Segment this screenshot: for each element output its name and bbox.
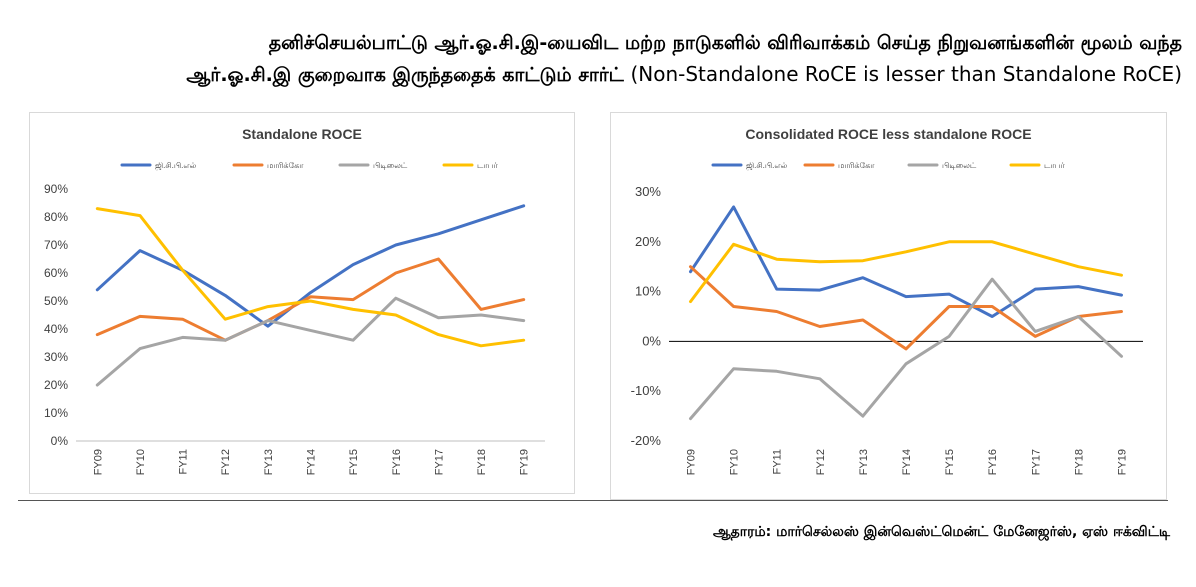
x-tick-label: FY13 — [263, 449, 275, 475]
chart-title: Consolidated ROCE less standalone ROCE — [745, 126, 1031, 142]
x-tick-label: FY17 — [433, 449, 445, 475]
title-line-1: தனிச்செயல்பாட்டு ஆர்.ஓ.சி.இ-யைவிட மற்ற ந… — [268, 32, 1182, 54]
x-tick-label: FY11 — [178, 449, 190, 474]
consolidated-less-standalone-chart-panel: Consolidated ROCE less standalone ROCE ஜி… — [610, 112, 1167, 500]
y-tick-label: 30% — [635, 184, 661, 199]
standalone-roce-chart: Standalone ROCE ஜி.சி.பி.எல் மாரிக்கோ பிடில… — [44, 126, 545, 475]
legend-label-1: மாரிக்கோ — [838, 161, 875, 170]
standalone-roce-chart-panel: Standalone ROCE ஜி.சி.பி.எல் மாரிக்கோ பிடில… — [29, 112, 575, 494]
y-tick-label: 10% — [635, 284, 661, 299]
y-tick-label: -20% — [631, 433, 662, 448]
series-line-2 — [689, 277, 1123, 421]
y-tick-label: 90% — [44, 182, 68, 196]
title-line-2-tamil: ஆர்.ஓ.சி.இ குறைவாக இருந்ததைக் காட்டும் ச… — [186, 64, 624, 86]
x-tick-label: FY10 — [135, 449, 147, 475]
series-line-3 — [95, 207, 526, 348]
x-tick-label: FY14 — [306, 449, 318, 475]
x-tick-label: FY18 — [1073, 449, 1085, 475]
legend-label-2: பிடிலைட் — [942, 161, 977, 170]
x-tick-label: FY19 — [1116, 449, 1128, 475]
legend-label-0: ஜி.சி.பி.எல் — [746, 161, 788, 171]
bottom-divider — [18, 500, 1168, 501]
x-tick-label: FY09 — [686, 449, 698, 475]
y-tick-label: -10% — [631, 383, 662, 398]
y-tick-label: 70% — [44, 238, 68, 252]
legend-label-3: டாபர் — [477, 161, 499, 170]
page-title: தனிச்செயல்பாட்டு ஆர்.ஓ.சி.இ-யைவிட மற்ற ந… — [12, 28, 1182, 91]
y-tick-label: 60% — [44, 266, 68, 280]
series-line-3 — [689, 240, 1123, 304]
y-tick-label: 80% — [44, 210, 68, 224]
x-tick-label: FY15 — [944, 449, 956, 475]
series-line-2 — [95, 296, 526, 387]
series-line-0 — [689, 205, 1123, 318]
legend-label-3: டாபர் — [1044, 161, 1066, 170]
x-tick-label: FY19 — [519, 449, 531, 475]
chart-title: Standalone ROCE — [242, 126, 362, 142]
x-tick-label: FY12 — [220, 449, 232, 475]
consolidated-less-standalone-chart: Consolidated ROCE less standalone ROCE ஜி… — [631, 126, 1143, 475]
x-tick-label: FY10 — [729, 449, 741, 475]
legend-label-2: பிடிலைட் — [373, 161, 408, 170]
source-note: ஆதாரம்: மார்செல்லஸ் இன்வெஸ்ட்மென்ட் மேனே… — [712, 524, 1170, 540]
y-tick-label: 50% — [44, 294, 68, 308]
x-tick-label: FY12 — [815, 449, 827, 475]
series-line-1 — [689, 265, 1123, 351]
legend-label-0: ஜி.சி.பி.எல் — [155, 161, 197, 171]
x-tick-label: FY14 — [901, 449, 913, 475]
x-tick-label: FY16 — [391, 449, 403, 475]
y-tick-label: 20% — [635, 234, 661, 249]
y-tick-label: 0% — [642, 333, 661, 348]
y-tick-label: 40% — [44, 322, 68, 336]
series-line-0 — [95, 204, 526, 328]
x-tick-label: FY09 — [92, 449, 104, 475]
title-line-2: ஆர்.ஓ.சி.இ குறைவாக இருந்ததைக் காட்டும் ச… — [12, 59, 1182, 91]
x-tick-label: FY13 — [858, 449, 870, 475]
series-line-1 — [95, 257, 526, 342]
x-tick-label: FY16 — [987, 449, 999, 475]
x-tick-label: FY18 — [476, 449, 488, 475]
x-tick-label: FY11 — [772, 449, 784, 474]
title-line-2-english: (Non-Standalone RoCE is lesser than Stan… — [630, 62, 1182, 86]
x-tick-label: FY17 — [1030, 449, 1042, 475]
y-tick-label: 20% — [44, 378, 68, 392]
x-tick-label: FY15 — [348, 449, 360, 475]
y-tick-label: 10% — [44, 406, 68, 420]
legend-label-1: மாரிக்கோ — [267, 161, 304, 170]
y-tick-label: 30% — [44, 350, 68, 364]
y-tick-label: 0% — [51, 434, 69, 448]
